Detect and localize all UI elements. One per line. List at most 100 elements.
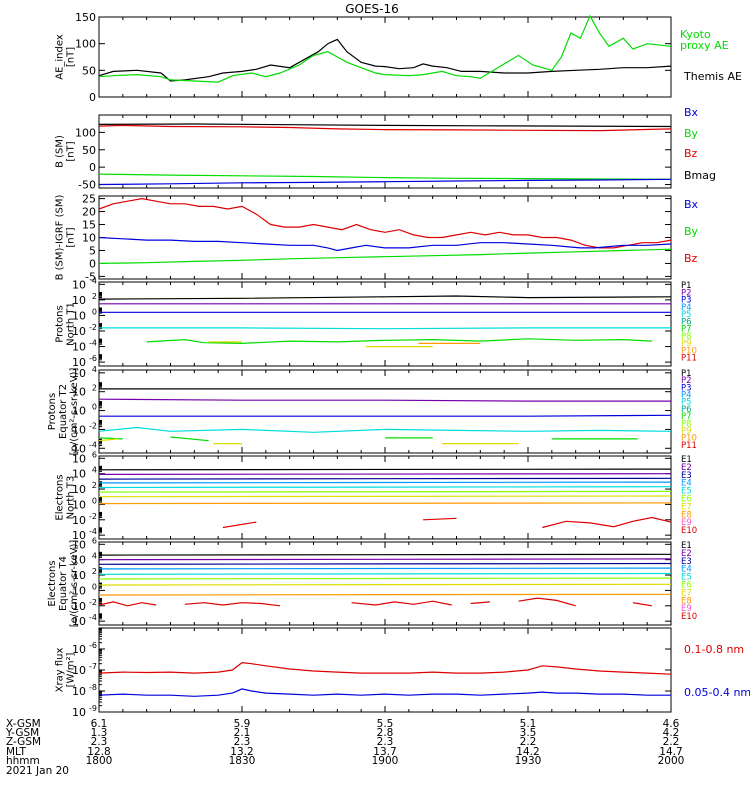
y-tick-exponent: 4 xyxy=(92,466,97,475)
series-bz xyxy=(98,124,672,132)
series-by xyxy=(98,248,672,264)
y-tick-label: 10 xyxy=(72,514,86,527)
legend-label: E1 xyxy=(681,541,692,551)
y-tick-label: 10 xyxy=(72,386,86,399)
legend-label: P10 xyxy=(681,346,697,356)
y-tick-exponent: 6 xyxy=(92,536,97,545)
x-axis-table: X-GSM 6.1 5.9 5.5 5.1 4.6 Y-GSM 1.3 2.1 2.8 3.5 4.2… xyxy=(5,718,684,777)
y-tick-exponent: -6 xyxy=(89,641,97,650)
y-tick-label: 0 xyxy=(89,91,96,104)
x-table-row-label: Y-GSM xyxy=(5,727,39,739)
series-e6 xyxy=(98,577,672,580)
legend-label: P9 xyxy=(681,426,692,436)
series-e10c xyxy=(351,600,452,606)
series-e6 xyxy=(98,490,672,493)
y-tick-label: 10 xyxy=(72,569,86,582)
series-e5 xyxy=(98,572,672,575)
y-tick-label: 10 xyxy=(72,706,86,719)
y-tick-label: 10 xyxy=(72,294,86,307)
y-tick-label: 5 xyxy=(89,244,96,257)
legend-label: E3 xyxy=(681,471,692,481)
legend-label: E6 xyxy=(681,581,692,591)
series-e2 xyxy=(98,558,672,561)
legend-label: Bz xyxy=(684,147,698,160)
y-axis-label: [nT] xyxy=(66,47,77,67)
y-tick-label: 25 xyxy=(82,193,96,206)
y-axis-label: B (SM)-IGRF (SM) xyxy=(55,195,66,281)
y-tick-label: 10 xyxy=(72,615,86,628)
y-tick-label: 10 xyxy=(72,468,86,481)
y-tick-exponent: 0 xyxy=(92,582,97,591)
legend-label: E8 xyxy=(681,596,692,606)
series-e10e xyxy=(518,597,576,607)
series-e3 xyxy=(98,562,672,565)
x-table-value: 12.8 xyxy=(87,746,110,758)
figure-title: GOES-16 xyxy=(345,2,399,16)
x-table-value: 2.2 xyxy=(663,736,680,748)
legend-label: P6 xyxy=(681,317,692,327)
legend-label: E2 xyxy=(681,549,692,559)
x-table-value: 4.2 xyxy=(663,727,680,739)
y-tick-label: 10 xyxy=(72,483,86,496)
y-tick-exponent: -2 xyxy=(89,512,97,521)
y-axis-label: [p/(cm²-s-sr-keV)] xyxy=(69,368,80,456)
legend-label: E7 xyxy=(681,502,692,512)
x-table-value: 1830 xyxy=(229,755,256,767)
y-tick-label: 10 xyxy=(72,554,86,567)
legend-label: E9 xyxy=(681,604,692,614)
x-table-row-label: Z-GSM xyxy=(6,736,41,748)
y-tick-label: 50 xyxy=(82,64,96,77)
y-tick-exponent: -6 xyxy=(89,354,97,363)
series-e5 xyxy=(98,486,672,489)
y-tick-label: 10 xyxy=(72,685,86,698)
y-tick-exponent: 2 xyxy=(92,292,97,301)
legend-label: P11 xyxy=(681,354,697,364)
series-bx xyxy=(98,178,672,186)
x-table-value: 2.1 xyxy=(234,727,251,739)
y-tick-label: 10 xyxy=(82,232,96,245)
y-tick-label: 10 xyxy=(72,423,86,436)
legend-label: E6 xyxy=(681,495,692,505)
y-axis-label: AE_index xyxy=(55,34,66,80)
y-axis-label: Xray flux xyxy=(55,648,66,693)
series-e10d xyxy=(470,601,490,605)
series-e10 xyxy=(222,521,257,529)
y-axis-label: Electrons xyxy=(55,474,66,520)
x-table-row-label: MLT xyxy=(6,746,26,758)
y-axis-label: Equator T4 xyxy=(58,556,69,611)
series-e10f xyxy=(632,602,652,607)
date-label: 2021 Jan 20 xyxy=(6,765,69,777)
y-tick-label: 10 xyxy=(72,367,86,380)
x-table-row-label: hhmm xyxy=(6,755,40,767)
panel-frame xyxy=(98,369,672,454)
series-p2 xyxy=(98,398,671,402)
legend-label: Themis AE xyxy=(683,70,742,83)
x-table-value: 2000 xyxy=(658,755,685,767)
series-p5 xyxy=(98,426,672,433)
y-tick-label: 10 xyxy=(72,600,86,613)
y-tick-label: 20 xyxy=(82,206,96,219)
y-tick-label: 150 xyxy=(75,11,96,24)
y-tick-exponent: -9 xyxy=(89,704,97,713)
y-tick-label: 15 xyxy=(82,219,96,232)
x-table-value: 1900 xyxy=(372,755,399,767)
y-tick-label: 10 xyxy=(72,664,86,677)
legend-label: P1 xyxy=(681,281,692,291)
series-p3 xyxy=(99,414,672,417)
series-p7 xyxy=(146,338,652,345)
legend-label: By xyxy=(684,127,699,140)
x-table-value: 1930 xyxy=(515,755,542,767)
y-tick-label: 10 xyxy=(72,405,86,418)
series-e10c xyxy=(542,516,672,529)
x-table-value: 14.2 xyxy=(516,746,539,758)
series-e10b xyxy=(184,602,281,607)
x-table-value: 3.5 xyxy=(520,727,537,739)
legend-label: proxy AE xyxy=(680,39,729,52)
series-e8 xyxy=(98,502,672,505)
series-e3 xyxy=(98,477,672,480)
series-bmag xyxy=(98,123,672,128)
x-table-value: 4.6 xyxy=(663,718,680,730)
y-tick-label: 10 xyxy=(72,643,86,656)
